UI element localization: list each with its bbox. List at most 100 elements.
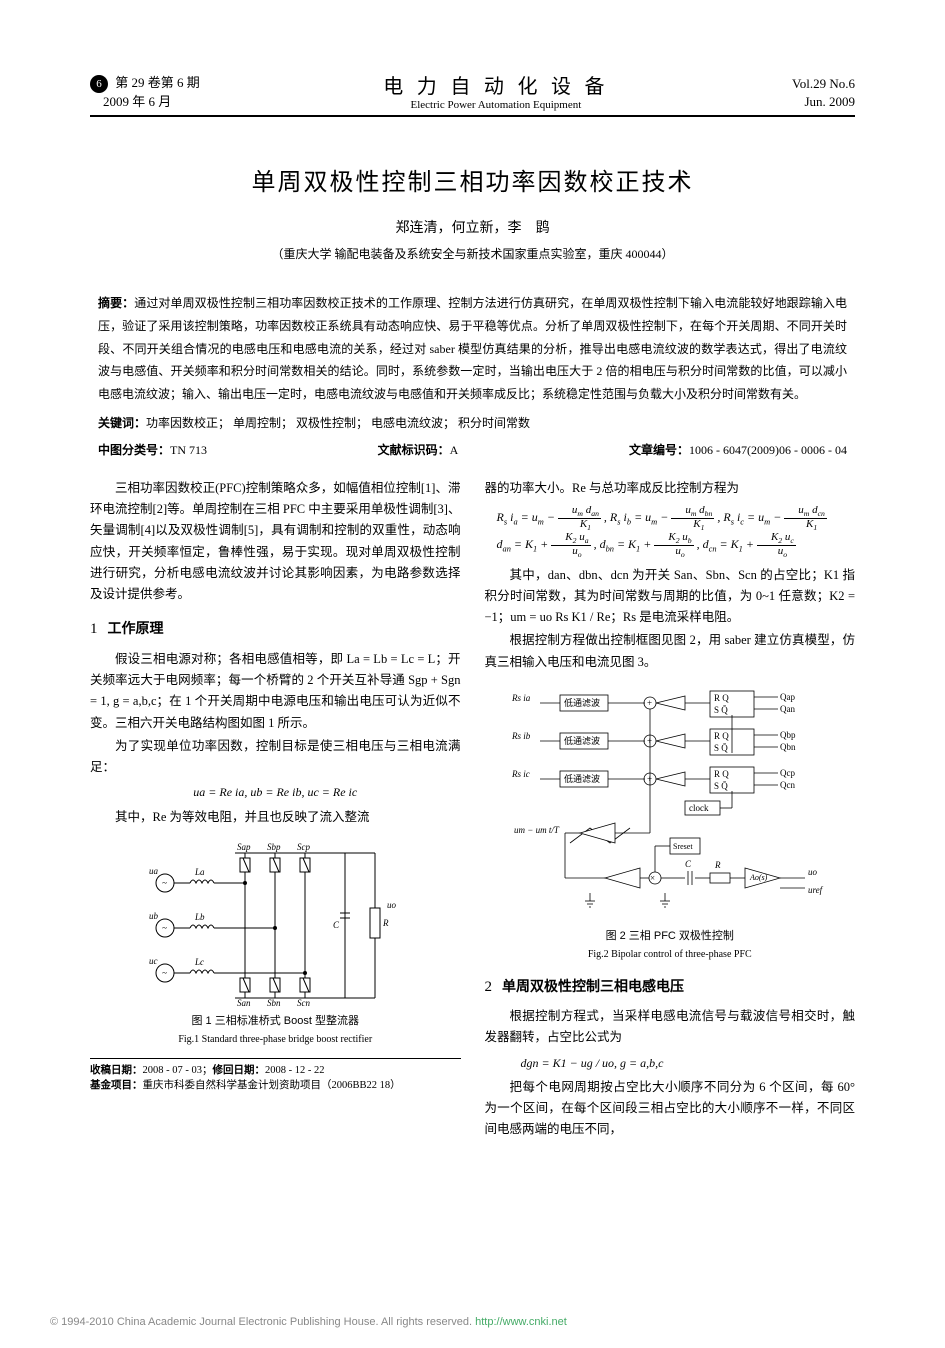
journal-name-cn: 电 力 自 动 化 设 备	[200, 70, 792, 99]
journal-name-en: Electric Power Automation Equipment	[200, 99, 792, 111]
clc-value: TN 713	[170, 443, 207, 457]
paper-authors: 郑连清，何立新，李 鹍	[90, 217, 855, 237]
right-column: 器的功率大小。Re 与总功率成反比控制方程为 Rs ia = um − um d…	[485, 478, 856, 1143]
svg-text:S Q̄: S Q̄	[714, 781, 728, 791]
svg-text:C: C	[333, 920, 340, 930]
section2-p2: 把每个电网周期按占空比大小顺序不同分为 6 个区间，每 60° 为一个区间，在每…	[485, 1077, 856, 1141]
abstract-text: 通过对单周双极性控制三相功率因数校正技术的工作原理、控制方法进行仿真研究，在单周…	[98, 296, 847, 401]
col2-continuation: 器的功率大小。Re 与总功率成反比控制方程为	[485, 478, 856, 499]
page-badge: 6	[90, 75, 108, 93]
col2-p3: 根据控制方程做出控制框图见图 2，用 saber 建立仿真模型，仿真三相输入电压…	[485, 630, 856, 673]
svg-text:uo: uo	[808, 867, 818, 877]
svg-text:Qcn: Qcn	[780, 780, 795, 790]
section2-num: 2	[485, 979, 493, 995]
control-equation-block: Rs ia = um − um danK1 , Rs ib = um − um …	[485, 505, 856, 559]
svg-text:ub: ub	[149, 911, 159, 921]
section1-formula1: ua = Re ia, ub = Re ib, uc = Re ic	[90, 782, 461, 802]
figure1-caption-en: Fig.1 Standard three-phase bridge boost …	[90, 1031, 461, 1048]
svg-text:Qbn: Qbn	[780, 742, 796, 752]
svg-text:Qan: Qan	[780, 704, 795, 714]
svg-text:低通滤波: 低通滤波	[564, 735, 600, 746]
header-left: 6 第 29 卷第 6 期 2009 年 6 月	[90, 74, 200, 111]
svg-text:uo: uo	[387, 900, 397, 910]
svg-text:Rs ic: Rs ic	[511, 769, 530, 779]
copyright-text: © 1994-2010 China Academic Journal Elect…	[50, 1316, 475, 1328]
svg-text:uc: uc	[149, 956, 158, 966]
doc-label: 文献标识码：	[378, 443, 450, 457]
section2-p1: 根据控制方程式，当采样电感电流信号与载波信号相交时，触发器翻转，占空比公式为	[485, 1006, 856, 1049]
paper-affiliation: （重庆大学 输配电装备及系统安全与新技术国家重点实验室，重庆 400044）	[90, 245, 855, 262]
section2-formula: dgn = K1 − ug / uo, g = a,b,c	[485, 1053, 856, 1073]
figure-2-svg: Rs ia 低通滤波 + R QS Q̄ Qap Qan Rs ib 低通滤波 …	[510, 683, 830, 923]
svg-text:Lc: Lc	[194, 957, 204, 967]
svg-text:~: ~	[162, 923, 167, 933]
fund-text: 重庆市科委自然科学基金计划资助项目（2006BB22 18）	[143, 1080, 401, 1091]
col2-p2: 其中，dan、dbn、dcn 为开关 San、Sbn、Scn 的占空比；K1 指…	[485, 565, 856, 629]
keywords-text: 功率因数校正； 单周控制； 双极性控制； 电感电流纹波； 积分时间常数	[146, 416, 530, 430]
two-column-body: 三相功率因数校正(PFC)控制策略众多，如幅值相位控制[1]、滞环电流控制[2]…	[90, 478, 855, 1143]
keywords-block: 关键词：功率因数校正； 单周控制； 双极性控制； 电感电流纹波； 积分时间常数	[98, 412, 847, 435]
section2-heading: 2 单周双极性控制三相电感电压	[485, 975, 856, 1001]
section2-title: 单周双极性控制三相电感电压	[502, 978, 684, 994]
svg-text:Scp: Scp	[297, 842, 310, 852]
section1-title: 工作原理	[108, 620, 164, 636]
svg-text:Sbn: Sbn	[267, 998, 281, 1008]
volume-en: Vol.29 No.6	[792, 76, 855, 91]
figure2-caption-cn: 图 2 三相 PFC 双极性控制	[485, 927, 856, 946]
doc-value: A	[450, 443, 459, 457]
figure1-caption-cn: 图 1 三相标准桥式 Boost 型整流器	[90, 1012, 461, 1031]
paper-title: 单周双极性控制三相功率因数校正技术	[90, 162, 855, 197]
svg-text:Sreset: Sreset	[673, 842, 693, 851]
svg-text:×: ×	[650, 873, 655, 883]
svg-text:Sbp: Sbp	[267, 842, 281, 852]
svg-text:S Q̄: S Q̄	[714, 743, 728, 753]
svg-text:ua: ua	[149, 866, 159, 876]
svg-text:Ao(s): Ao(s)	[749, 873, 768, 882]
section1-num: 1	[90, 621, 98, 637]
figure-2: Rs ia 低通滤波 + R QS Q̄ Qap Qan Rs ib 低通滤波 …	[485, 683, 856, 963]
volume-issue-cn: 第 29 卷第 6 期	[115, 75, 200, 90]
header-right: Vol.29 No.6 Jun. 2009	[792, 75, 855, 111]
cnki-link[interactable]: http://www.cnki.net	[475, 1316, 567, 1328]
left-column: 三相功率因数校正(PFC)控制策略众多，如幅值相位控制[1]、滞环电流控制[2]…	[90, 478, 461, 1143]
svg-text:Rs ib: Rs ib	[511, 731, 531, 741]
svg-text:R Q: R Q	[714, 693, 729, 703]
svg-text:Sap: Sap	[237, 842, 251, 852]
clc-label: 中图分类号：	[98, 443, 170, 457]
svg-text:R: R	[382, 918, 389, 928]
figure-1: ~ua ~ub ~uc La Lb Lc Sap Sbp Scp	[90, 838, 461, 1048]
svg-text:R: R	[714, 860, 721, 870]
svg-text:clock: clock	[689, 803, 709, 813]
svg-text:San: San	[237, 998, 251, 1008]
section1-heading: 1 工作原理	[90, 617, 461, 643]
svg-text:R Q: R Q	[714, 731, 729, 741]
svg-text:C: C	[685, 859, 692, 869]
svg-text:S Q̄: S Q̄	[714, 705, 728, 715]
svg-text:La: La	[194, 867, 205, 877]
figure-1-svg: ~ua ~ub ~uc La Lb Lc Sap Sbp Scp	[145, 838, 405, 1008]
classification-row: 中图分类号：TN 713 文献标识码：A 文章编号：1006 - 6047(20…	[98, 441, 847, 458]
abstract-block: 摘要：通过对单周双极性控制三相功率因数校正技术的工作原理、控制方法进行仿真研究，…	[98, 292, 847, 406]
revised-label: 修回日期：	[213, 1064, 266, 1076]
copyright-footer: © 1994-2010 China Academic Journal Elect…	[50, 1316, 567, 1328]
svg-text:低通滤波: 低通滤波	[564, 697, 600, 708]
svg-text:低通滤波: 低通滤波	[564, 773, 600, 784]
received-label: 收稿日期：	[90, 1064, 143, 1076]
svg-text:Qbp: Qbp	[780, 730, 796, 740]
intro-paragraph: 三相功率因数校正(PFC)控制策略众多，如幅值相位控制[1]、滞环电流控制[2]…	[90, 478, 461, 606]
svg-text:R Q: R Q	[714, 769, 729, 779]
svg-text:um − um t/T: um − um t/T	[514, 825, 560, 835]
revised-date: 2008 - 12 - 22	[265, 1065, 325, 1076]
header-center: 电 力 自 动 化 设 备 Electric Power Automation …	[200, 70, 792, 111]
date-cn: 2009 年 6 月	[103, 94, 171, 109]
svg-text:uref: uref	[808, 885, 824, 895]
section1-p3: 其中，Re 为等效电阻，并且也反映了流入整流	[90, 807, 461, 828]
section1-p1: 假设三相电源对称；各相电感值相等，即 La = Lb = Lc = L；开关频率…	[90, 649, 461, 734]
figure2-caption-en: Fig.2 Bipolar control of three-phase PFC	[485, 946, 856, 963]
received-date: 2008 - 07 - 03；	[143, 1065, 213, 1076]
svg-text:Rs ia: Rs ia	[511, 693, 531, 703]
svg-text:~: ~	[162, 878, 167, 888]
article-id-value: 1006 - 6047(2009)06 - 0006 - 04	[689, 443, 847, 457]
svg-text:+: +	[647, 736, 652, 746]
date-en: Jun. 2009	[804, 94, 855, 109]
